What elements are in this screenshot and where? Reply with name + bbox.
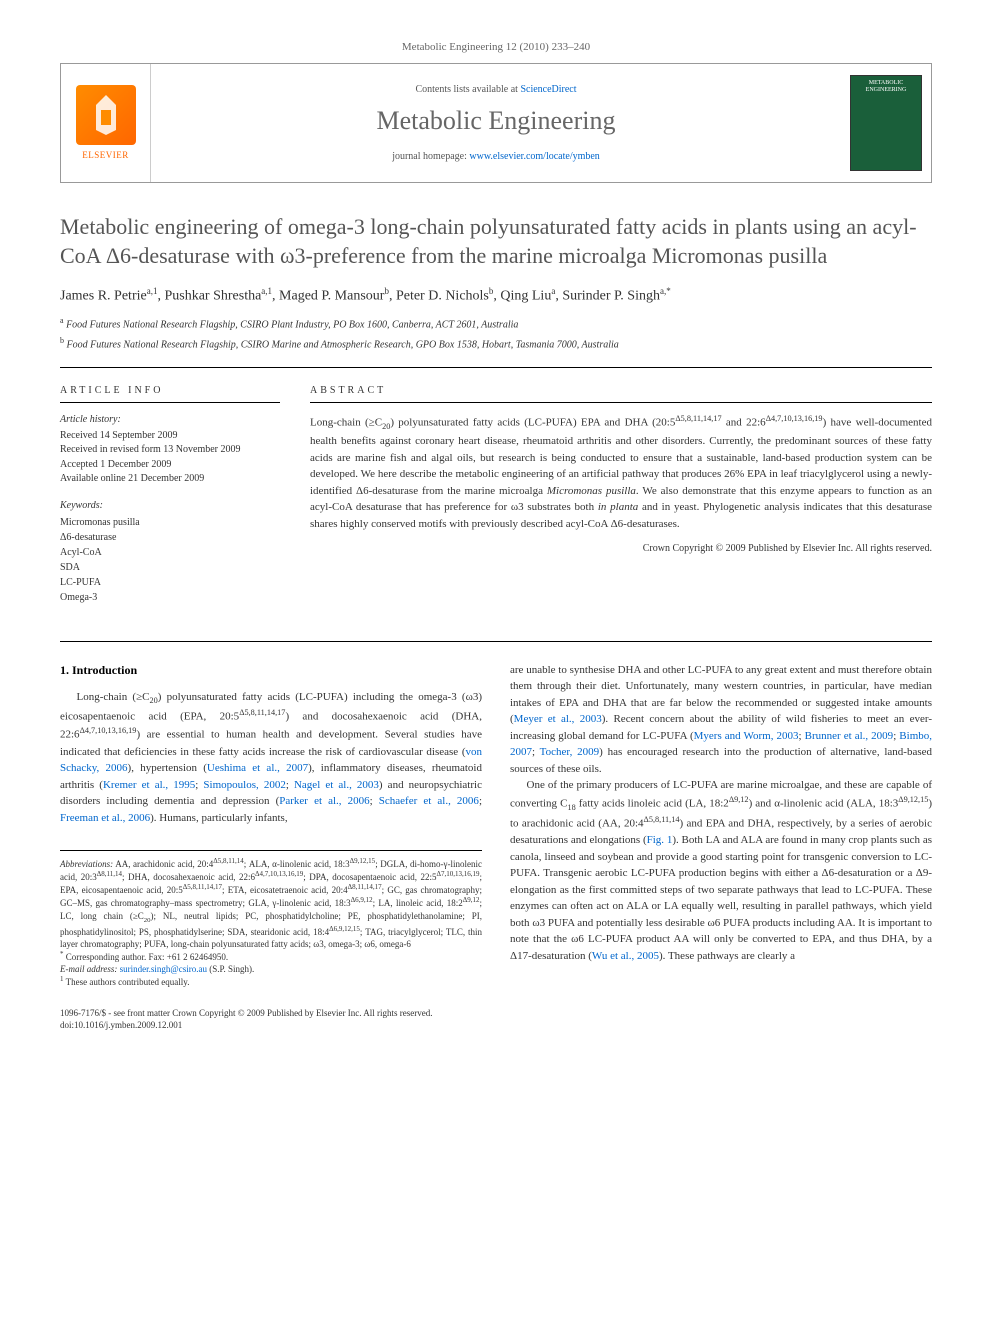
affiliation-b: b Food Futures National Research Flagshi… bbox=[60, 336, 932, 351]
elsevier-logo-icon bbox=[76, 85, 136, 145]
history-received: Received 14 September 2009 bbox=[60, 429, 280, 444]
article-info-heading: ARTICLE INFO bbox=[60, 384, 280, 403]
footer-line-1: 1096-7176/$ - see front matter Crown Cop… bbox=[60, 1008, 932, 1020]
page-header-citation: Metabolic Engineering 12 (2010) 233–240 bbox=[60, 40, 932, 55]
contents-available-line: Contents lists available at ScienceDirec… bbox=[415, 83, 576, 97]
history-label: Article history: bbox=[60, 413, 280, 427]
history-online: Available online 21 December 2009 bbox=[60, 472, 280, 487]
journal-banner: ELSEVIER Contents lists available at Sci… bbox=[60, 63, 932, 183]
article-title: Metabolic engineering of omega-3 long-ch… bbox=[60, 213, 932, 270]
divider-line bbox=[60, 641, 932, 642]
article-info-column: ARTICLE INFO Article history: Received 1… bbox=[60, 384, 280, 617]
equal-contribution-footnote: 1 These authors contributed equally. bbox=[60, 975, 482, 988]
abstract-text: Long-chain (≥C20) polyunsaturated fatty … bbox=[310, 413, 932, 532]
body-two-column: 1. Introduction Long-chain (≥C20) polyun… bbox=[60, 662, 932, 988]
body-column-right: are unable to synthesise DHA and other L… bbox=[510, 662, 932, 988]
footnotes-block: Abbreviations: AA, arachidonic acid, 20:… bbox=[60, 850, 482, 988]
homepage-line: journal homepage: www.elsevier.com/locat… bbox=[392, 150, 600, 164]
info-abstract-row: ARTICLE INFO Article history: Received 1… bbox=[60, 384, 932, 617]
intro-paragraph-1-cont: are unable to synthesise DHA and other L… bbox=[510, 662, 932, 778]
footer-copyright: 1096-7176/$ - see front matter Crown Cop… bbox=[60, 1008, 932, 1031]
affiliation-a: a Food Futures National Research Flagshi… bbox=[60, 316, 932, 331]
abstract-heading: ABSTRACT bbox=[310, 384, 932, 403]
cover-cell: METABOLIC ENGINEERING bbox=[841, 64, 931, 182]
publisher-cell: ELSEVIER bbox=[61, 64, 151, 182]
keywords-block: Keywords: Micromonas pusilla Δ6-desatura… bbox=[60, 499, 280, 605]
article-history-block: Article history: Received 14 September 2… bbox=[60, 413, 280, 487]
divider-line bbox=[60, 367, 932, 368]
elsevier-label: ELSEVIER bbox=[82, 149, 129, 162]
email-link[interactable]: surinder.singh@csiro.au bbox=[120, 964, 207, 974]
corresponding-footnote: * Corresponding author. Fax: +61 2 62464… bbox=[60, 950, 482, 963]
cover-title-text: METABOLIC ENGINEERING bbox=[855, 80, 917, 93]
section-1-heading: 1. Introduction bbox=[60, 662, 482, 679]
keyword-item: LC-PUFA bbox=[60, 575, 280, 590]
abstract-column: ABSTRACT Long-chain (≥C20) polyunsaturat… bbox=[310, 384, 932, 617]
sciencedirect-link[interactable]: ScienceDirect bbox=[520, 84, 576, 95]
journal-name: Metabolic Engineering bbox=[377, 103, 616, 139]
keywords-label: Keywords: bbox=[60, 499, 280, 513]
intro-paragraph-1: Long-chain (≥C20) polyunsaturated fatty … bbox=[60, 689, 482, 826]
keyword-item: Δ6-desaturase bbox=[60, 530, 280, 545]
journal-cover-thumbnail: METABOLIC ENGINEERING bbox=[850, 75, 922, 171]
keyword-item: Omega-3 bbox=[60, 590, 280, 605]
keyword-item: Acyl-CoA bbox=[60, 545, 280, 560]
history-revised: Received in revised form 13 November 200… bbox=[60, 443, 280, 458]
contents-prefix: Contents lists available at bbox=[415, 84, 520, 95]
abstract-copyright: Crown Copyright © 2009 Published by Else… bbox=[310, 542, 932, 556]
homepage-prefix: journal homepage: bbox=[392, 151, 469, 162]
homepage-link[interactable]: www.elsevier.com/locate/ymben bbox=[469, 151, 599, 162]
abbreviations-footnote: Abbreviations: AA, arachidonic acid, 20:… bbox=[60, 857, 482, 950]
author-list: James R. Petriea,1, Pushkar Shresthaa,1,… bbox=[60, 285, 932, 307]
history-accepted: Accepted 1 December 2009 bbox=[60, 458, 280, 473]
email-footnote: E-mail address: surinder.singh@csiro.au … bbox=[60, 963, 482, 975]
intro-paragraph-2: One of the primary producers of LC-PUFA … bbox=[510, 777, 932, 964]
banner-center: Contents lists available at ScienceDirec… bbox=[151, 64, 841, 182]
keyword-item: Micromonas pusilla bbox=[60, 515, 280, 530]
footer-doi: doi:10.1016/j.ymben.2009.12.001 bbox=[60, 1020, 932, 1032]
keyword-item: SDA bbox=[60, 560, 280, 575]
body-column-left: 1. Introduction Long-chain (≥C20) polyun… bbox=[60, 662, 482, 988]
